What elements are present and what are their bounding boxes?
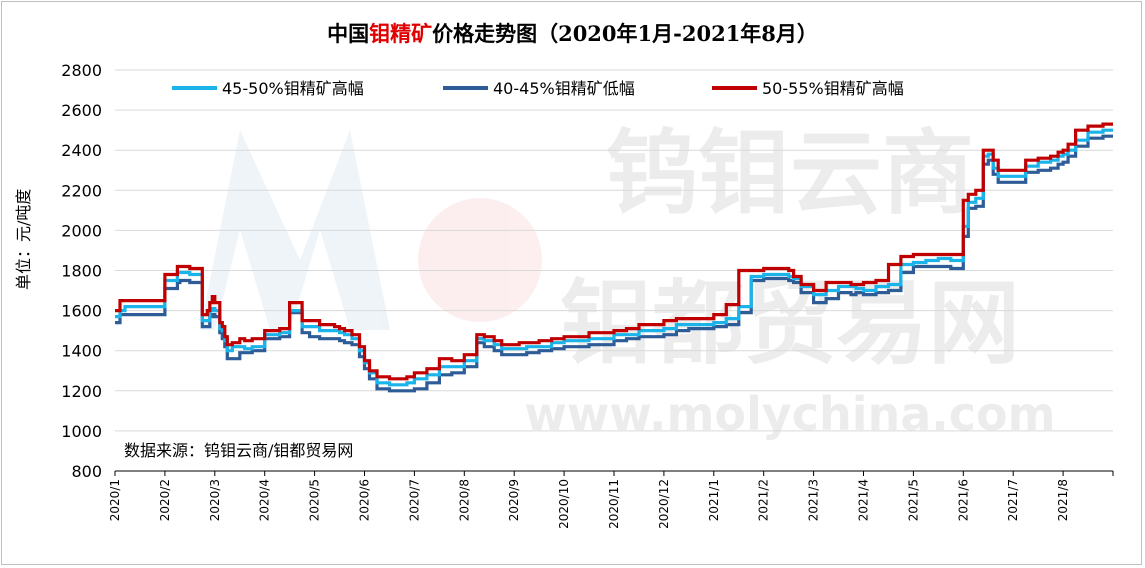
watermark-logo: [200, 130, 542, 330]
source-note: 数据来源：钨钼云商/钼都贸易网: [124, 441, 354, 460]
watermark-cn-line1: 钨钼云商: [606, 120, 974, 227]
y-tick-label: 1200: [61, 382, 102, 401]
x-axis-ticks: 2020/1 2020/2 2020/3 2020/4 2020/5 2020/6 2020…: [108, 471, 1114, 529]
x-tick-label: 2021/7: [1006, 479, 1020, 521]
x-tick-label: 2020/11: [607, 479, 621, 529]
y-tick-label: 1800: [61, 262, 102, 281]
y-axis-ticks: 800 1000 1200 1400 1600 1800 2000 2200 2400 2600 2…: [61, 61, 102, 481]
watermark: 钨钼云商 钼都贸易网 www.molychina.com: [200, 120, 1056, 441]
y-tick-label: 2400: [61, 141, 102, 160]
title-prefix: 中国: [327, 21, 370, 46]
x-tick-label: 2021/4: [857, 479, 871, 521]
x-tick-label: 2020/1: [108, 479, 122, 521]
x-tick-label: 2020/5: [308, 479, 322, 521]
watermark-url: www.molychina.com: [524, 387, 1055, 441]
series-line-1: [115, 128, 1113, 387]
y-tick-label: 2800: [61, 61, 102, 80]
x-tick-label: 2020/2: [158, 479, 172, 521]
x-tick-label: 2020/12: [657, 479, 671, 529]
x-tick-label: 2020/8: [457, 479, 471, 521]
x-tick-label: 2020/3: [208, 479, 222, 521]
y-tick-label: 2600: [61, 101, 102, 120]
legend-item-2: 40-45%钼精矿低幅: [443, 79, 635, 98]
x-tick-label: 2020/7: [407, 479, 421, 521]
y-tick-label: 1400: [61, 342, 102, 361]
x-tick-label: 2021/5: [906, 479, 920, 521]
legend-item-1: 45-50%钼精矿高幅: [172, 79, 364, 98]
x-tick-label: 2020/9: [507, 479, 521, 521]
legend-label: 50-55%钼精矿高幅: [762, 79, 904, 98]
title-suffix: 价格走势图（2020年1月-2021年8月）: [432, 21, 818, 46]
legend-label: 40-45%钼精矿低幅: [493, 79, 635, 98]
y-tick-label: 2000: [61, 221, 102, 240]
y-tick-label: 1000: [61, 422, 102, 441]
x-tick-label: 2021/2: [757, 479, 771, 521]
series-line-3: [115, 122, 1113, 381]
x-tick-label: 2020/6: [358, 479, 372, 521]
x-tick-label: 2021/3: [807, 479, 821, 521]
legend-item-3: 50-55%钼精矿高幅: [712, 79, 904, 98]
x-tick-label: 2021/8: [1056, 479, 1070, 521]
y-tick-label: 2200: [61, 181, 102, 200]
legend-label: 45-50%钼精矿高幅: [222, 79, 364, 98]
watermark-cn-line2: 钼都贸易网: [560, 270, 1020, 377]
x-tick-label: 2021/6: [956, 479, 970, 521]
title-highlight: 钼精矿: [369, 21, 433, 46]
y-tick-label: 1600: [61, 302, 102, 321]
y-axis-label: 单位：元/吨度: [14, 188, 33, 290]
series-lines: [115, 122, 1113, 393]
chart-title: 中国钼精矿价格走势图（2020年1月-2021年8月）: [0, 18, 1145, 48]
x-tick-label: 2020/4: [258, 479, 272, 521]
x-tick-label: 2020/10: [557, 479, 571, 529]
x-tick-label: 2021/1: [707, 479, 721, 521]
y-tick-label: 800: [71, 462, 102, 481]
legend: 45-50%钼精矿高幅 40-45%钼精矿低幅 50-55%钼精矿高幅: [172, 79, 904, 98]
